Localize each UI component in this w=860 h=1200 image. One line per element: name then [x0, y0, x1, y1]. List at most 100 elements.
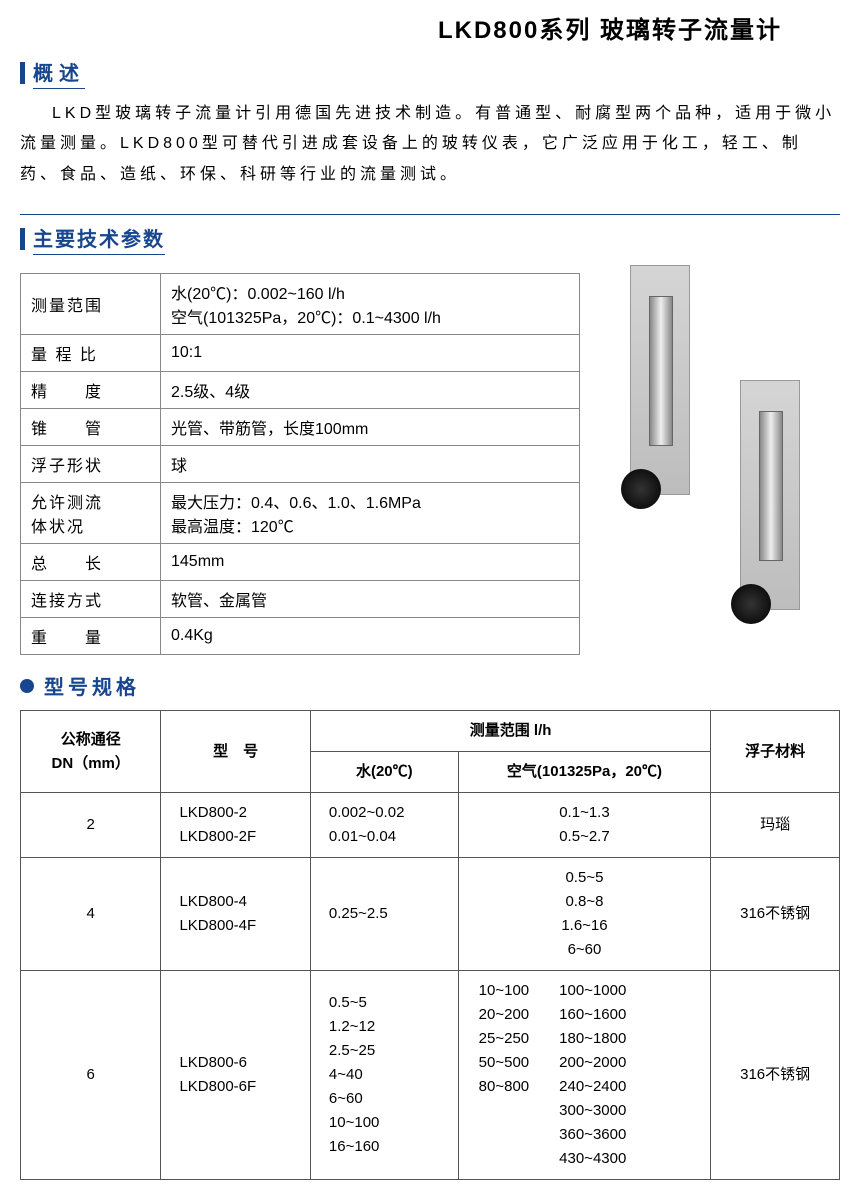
range-item: 360~3600: [559, 1123, 626, 1147]
spec-value: 2.5级、4级: [161, 372, 580, 409]
range-item: 200~2000: [559, 1051, 626, 1075]
spec-label: 浮子形状: [21, 446, 161, 483]
th-range: 测量范围 l/h: [310, 711, 710, 752]
range-item: 1.2~12: [329, 1015, 448, 1039]
spec-value: 球: [161, 446, 580, 483]
range-item: 10~100: [479, 979, 529, 1003]
range-item: 180~1800: [559, 1027, 626, 1051]
th-water: 水(20℃): [310, 752, 458, 793]
table-row: 精 度 2.5级、4级: [21, 372, 580, 409]
range-item: 160~1600: [559, 1003, 626, 1027]
cell-air: 0.1~1.3 0.5~2.7: [458, 793, 711, 858]
range-item: 80~800: [479, 1075, 529, 1099]
range-item: 240~2400: [559, 1075, 626, 1099]
spec-label: 量 程 比: [21, 335, 161, 372]
cell-water: 0.25~2.5: [310, 858, 458, 971]
cell-material: 玛瑙: [711, 793, 840, 858]
spec-value-line: 空气(101325Pa，20℃)：0.1~4300 l/h: [171, 304, 569, 328]
overview-header: 概述: [20, 57, 840, 89]
th-dn: 公称通径 DN（mm）: [21, 711, 161, 793]
model-item: LKD800-2F: [179, 825, 299, 849]
model-table: 公称通径 DN（mm） 型 号 测量范围 l/h 浮子材料 水(20℃) 空气(…: [20, 710, 840, 1180]
cell-material: 316不锈钢: [711, 858, 840, 971]
spec-title: 主要技术参数: [33, 223, 165, 255]
section-bar: [20, 228, 25, 250]
spec-value: 145mm: [161, 544, 580, 581]
range-item: 0.002~0.02: [329, 801, 448, 825]
cell-air: 0.5~5 0.8~8 1.6~16 6~60: [458, 858, 711, 971]
spec-value: 0.4Kg: [161, 618, 580, 655]
spec-label: 允许测流 体状况: [21, 483, 161, 544]
range-item: 1.6~16: [469, 914, 701, 938]
spec-label: 锥 管: [21, 409, 161, 446]
bullet-icon: [20, 679, 34, 693]
range-item: 300~3000: [559, 1099, 626, 1123]
air-col1: 10~100 20~200 25~250 50~500 80~800: [479, 979, 529, 1171]
table-row: 锥 管 光管、带筋管，长度100mm: [21, 409, 580, 446]
table-row: 连接方式 软管、金属管: [21, 581, 580, 618]
flowmeter-image: [740, 380, 800, 610]
range-item: 0.8~8: [469, 890, 701, 914]
overview-title: 概述: [33, 57, 85, 89]
flowmeter-image: [630, 265, 690, 495]
range-item: 0.5~5: [469, 866, 701, 890]
range-item: 6~60: [469, 938, 701, 962]
table-row: 测量范围 水(20℃)：0.002~160 l/h 空气(101325Pa，20…: [21, 274, 580, 335]
spec-value-line: 最大压力：0.4、0.6、1.0、1.6MPa: [171, 489, 569, 513]
cell-water: 0.5~5 1.2~12 2.5~25 4~40 6~60 10~100 16~…: [310, 971, 458, 1180]
spec-label: 精 度: [21, 372, 161, 409]
cell-dn: 2: [21, 793, 161, 858]
table-row: 2 LKD800-2 LKD800-2F 0.002~0.02 0.01~0.0…: [21, 793, 840, 858]
overview-body: LKD型玻璃转子流量计引用德国先进技术制造。有普通型、耐腐型两个品种，适用于微小…: [20, 99, 840, 190]
air-col2: 100~1000 160~1600 180~1800 200~2000 240~…: [559, 979, 626, 1171]
spec-value-line: 水(20℃)：0.002~160 l/h: [171, 280, 569, 304]
spec-label-line: 允许测流: [31, 489, 150, 513]
cell-air: 10~100 20~200 25~250 50~500 80~800 100~1…: [458, 971, 711, 1180]
range-item: 2.5~25: [329, 1039, 448, 1063]
spec-value: 软管、金属管: [161, 581, 580, 618]
cell-dn: 4: [21, 858, 161, 971]
spec-table: 测量范围 水(20℃)：0.002~160 l/h 空气(101325Pa，20…: [20, 273, 580, 655]
table-row: 4 LKD800-4 LKD800-4F 0.25~2.5 0.5~5 0.8~…: [21, 858, 840, 971]
cell-dn: 6: [21, 971, 161, 1180]
range-item: 430~4300: [559, 1147, 626, 1171]
model-item: LKD800-4F: [179, 914, 299, 938]
spec-value-line: 最高温度：120℃: [171, 513, 569, 537]
spec-value: 光管、带筋管，长度100mm: [161, 409, 580, 446]
model-title: 型号规格: [44, 671, 140, 700]
table-header-row: 公称通径 DN（mm） 型 号 测量范围 l/h 浮子材料: [21, 711, 840, 752]
table-row: 总 长 145mm: [21, 544, 580, 581]
range-item: 0.01~0.04: [329, 825, 448, 849]
spec-label-line: 体状况: [31, 513, 150, 537]
table-row: 量 程 比 10:1: [21, 335, 580, 372]
spec-value: 最大压力：0.4、0.6、1.0、1.6MPa 最高温度：120℃: [161, 483, 580, 544]
th-line: 公称通径: [31, 728, 150, 752]
table-row: 浮子形状 球: [21, 446, 580, 483]
range-item: 6~60: [329, 1087, 448, 1111]
product-images: [600, 265, 840, 655]
range-item: 0.25~2.5: [329, 902, 448, 926]
th-line: DN（mm）: [31, 752, 150, 776]
spec-value: 10:1: [161, 335, 580, 372]
range-item: 20~200: [479, 1003, 529, 1027]
cell-models: LKD800-6 LKD800-6F: [161, 971, 310, 1180]
cell-water: 0.002~0.02 0.01~0.04: [310, 793, 458, 858]
range-item: 4~40: [329, 1063, 448, 1087]
spec-label: 总 长: [21, 544, 161, 581]
th-air: 空气(101325Pa，20℃): [458, 752, 711, 793]
range-item: 0.1~1.3: [469, 801, 701, 825]
spec-header: 主要技术参数: [20, 223, 840, 255]
model-item: LKD800-2: [179, 801, 299, 825]
cell-material: 316不锈钢: [711, 971, 840, 1180]
page-title: LKD800系列 玻璃转子流量计: [380, 10, 840, 45]
range-item: 16~160: [329, 1135, 448, 1159]
model-item: LKD800-6F: [179, 1075, 299, 1099]
section-bar: [20, 62, 25, 84]
th-model: 型 号: [161, 711, 310, 793]
cell-models: LKD800-2 LKD800-2F: [161, 793, 310, 858]
range-item: 0.5~2.7: [469, 825, 701, 849]
divider: [20, 214, 840, 215]
range-item: 10~100: [329, 1111, 448, 1135]
spec-value: 水(20℃)：0.002~160 l/h 空气(101325Pa，20℃)：0.…: [161, 274, 580, 335]
table-row: 重 量 0.4Kg: [21, 618, 580, 655]
